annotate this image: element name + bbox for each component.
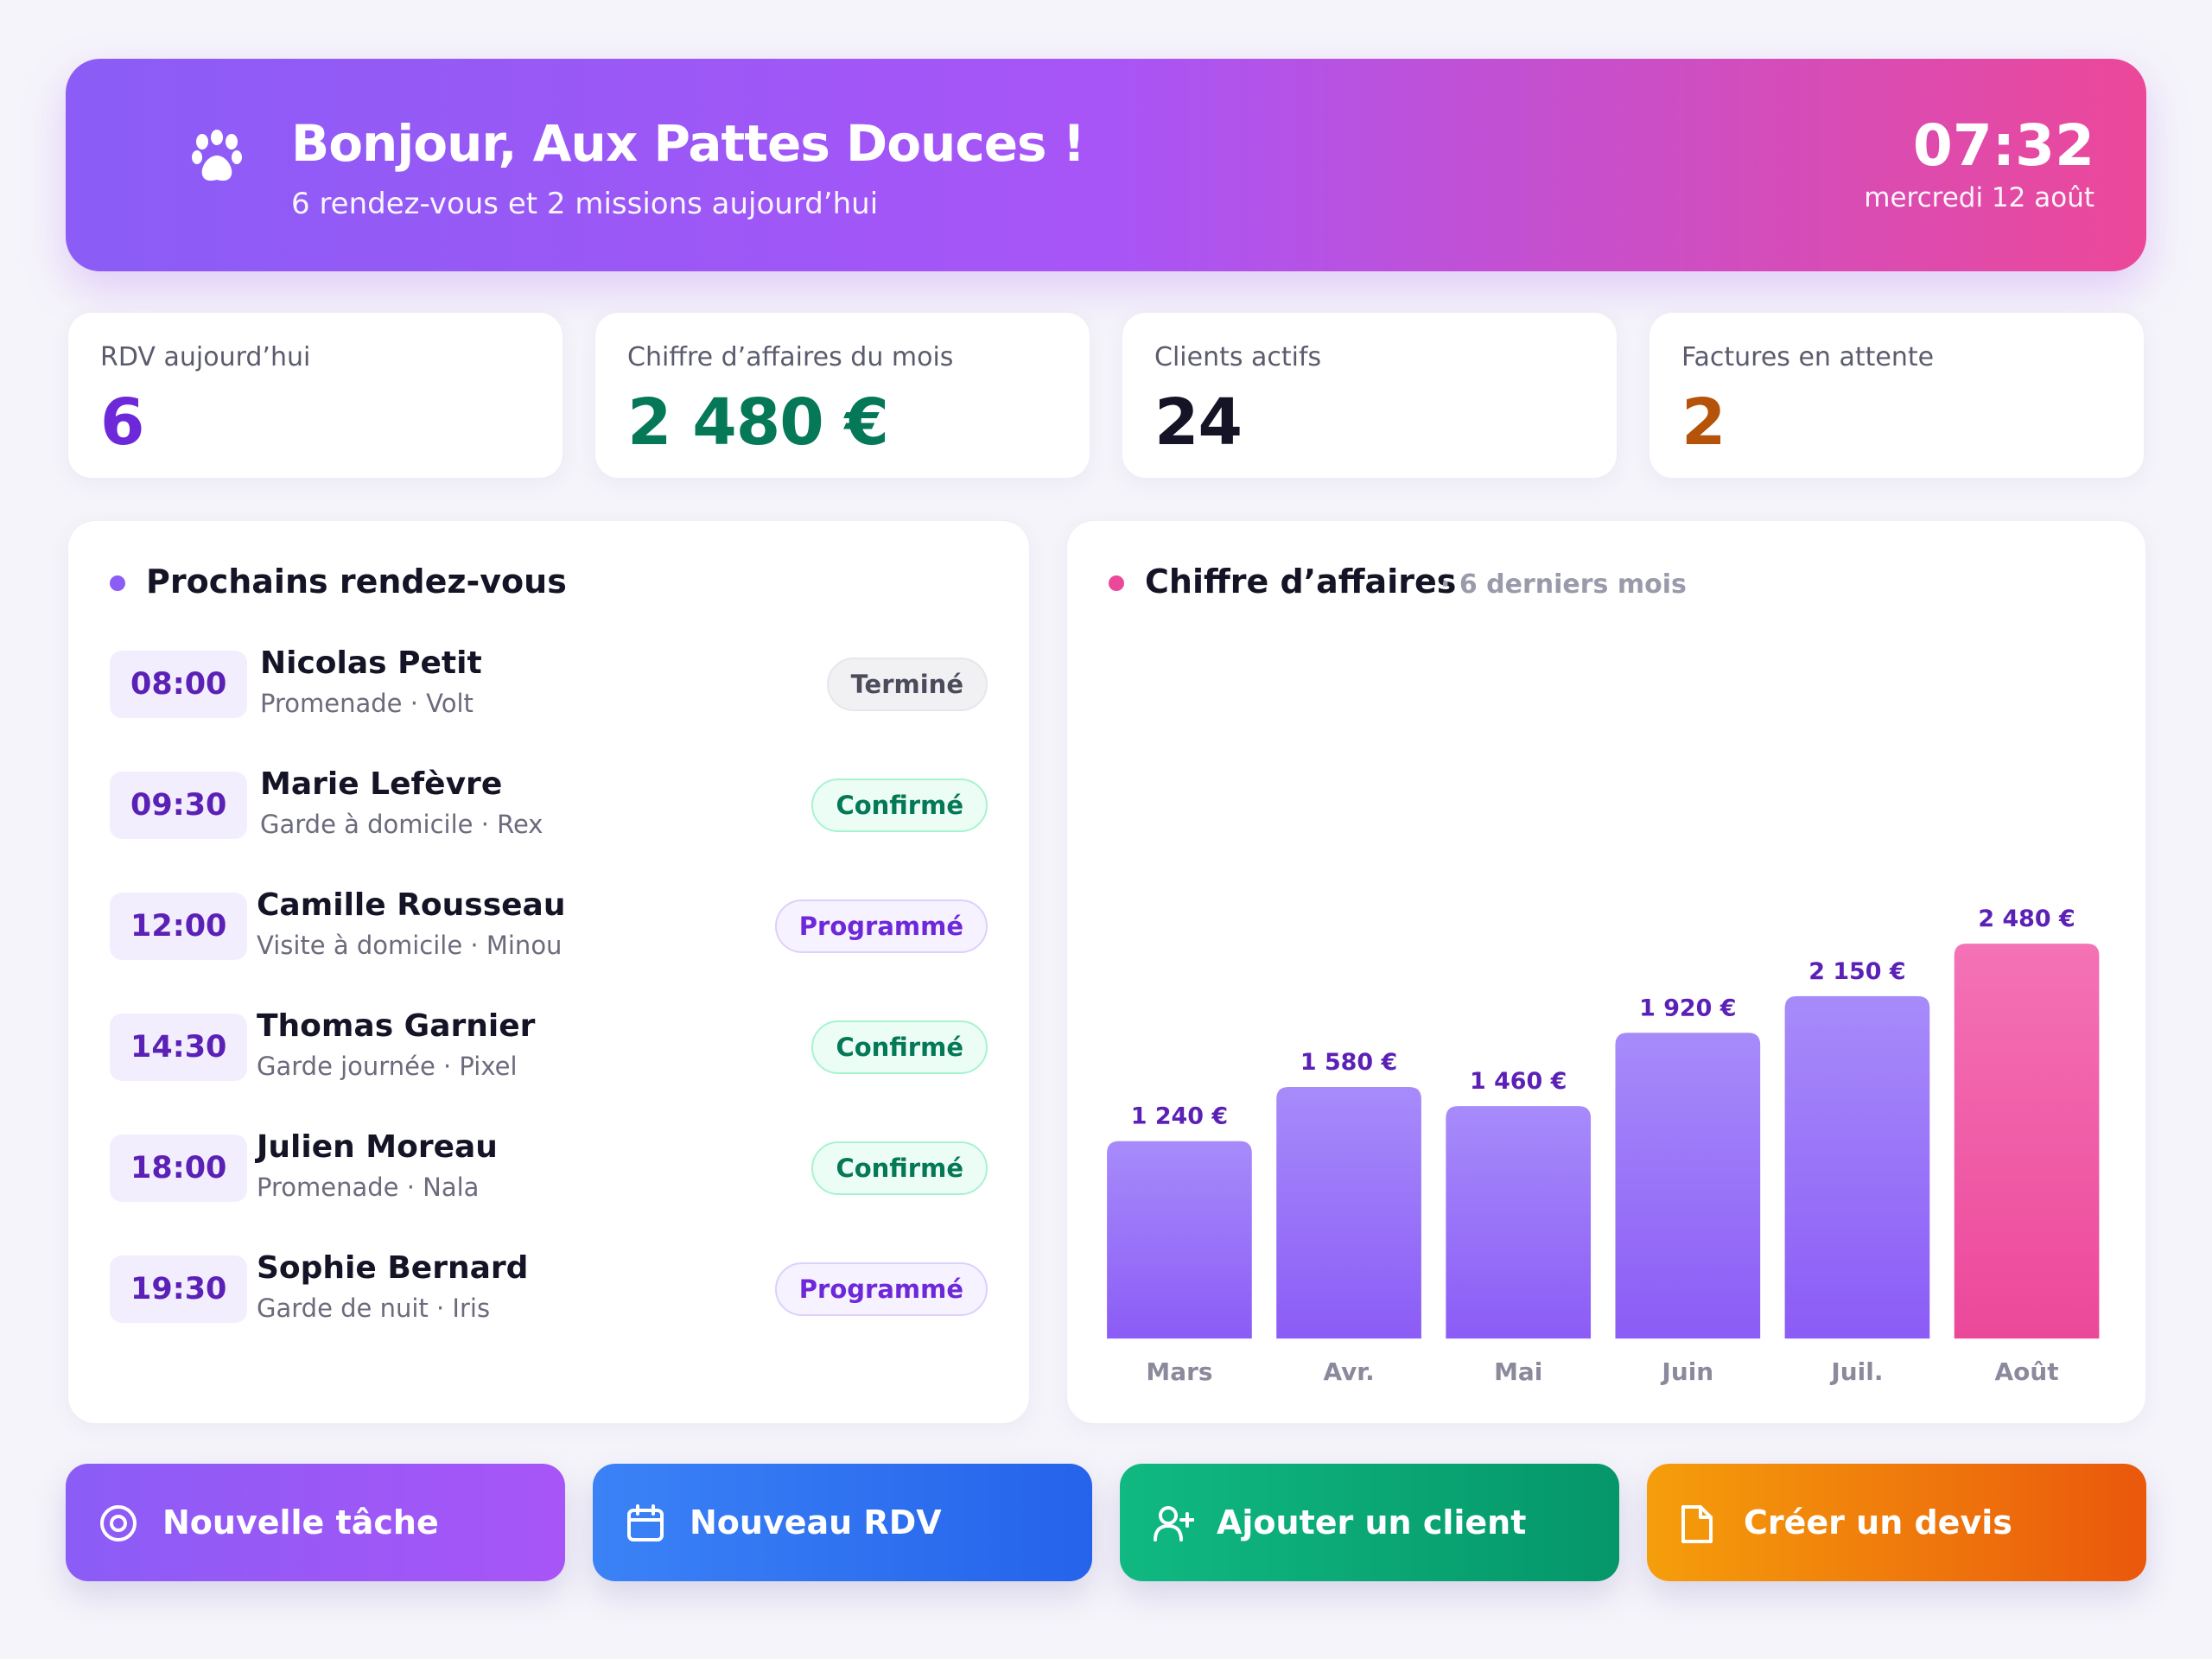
appointment-row[interactable]: 09:30 Marie Lefèvre Garde à domicile · R… [110,760,988,855]
bar-value-label: 1 240 € [1131,1103,1228,1130]
client-name: Nicolas Petit [260,645,482,681]
bar-Mai[interactable] [1446,1106,1592,1339]
revenue-panel: Chiffre d’affaires · 6 derniers mois 1 2… [1066,520,2146,1424]
kpi-label: Chiffre d’affaires du mois [627,342,954,372]
bar-Août[interactable] [1954,944,2100,1339]
status-badge: Confirmé [811,1020,988,1074]
new-appointment-button[interactable]: Nouveau RDV [593,1464,1092,1581]
appointments-title: Prochains rendez-vous [146,563,567,601]
client-name: Thomas Garnier [257,1008,536,1044]
bar-Juin[interactable] [1615,1033,1761,1339]
revenue-title: Chiffre d’affaires [1145,563,1457,601]
paw-icon [192,130,242,181]
bar-Avr.[interactable] [1276,1086,1421,1339]
bar-value-label: 1 460 € [1470,1068,1567,1095]
current-time: 07:32 [1912,112,2094,179]
new-appointment-label: Nouveau RDV [690,1503,942,1541]
calendar-icon [627,1504,664,1541]
appointment-time: 18:00 [110,1135,248,1202]
kpi-card-invoices[interactable]: Factures en attente 2 [1649,312,2145,479]
create-quote-button[interactable]: Créer un devis [1647,1464,2146,1581]
appointment-row[interactable]: 14:30 Thomas Garnier Garde journée · Pix… [110,1001,988,1096]
bar-Juil.[interactable] [1784,995,1930,1339]
appointment-row[interactable]: 18:00 Julien Moreau Promenade · Nala Con… [110,1122,988,1217]
kpi-card-revenue[interactable]: Chiffre d’affaires du mois 2 480 € [594,312,1090,479]
category-label: Juil. [1829,1357,1883,1386]
client-name: Marie Lefèvre [260,766,503,802]
category-label: Avr. [1323,1357,1374,1386]
category-label: Juin [1660,1357,1713,1386]
appointment-detail: Garde journée · Pixel [257,1052,518,1081]
greeting-title: Bonjour, Aux Pattes Douces ! [291,114,1085,173]
client-name: Camille Rousseau [257,887,566,923]
welcome-banner: Bonjour, Aux Pattes Douces ! 6 rendez-vo… [66,59,2146,271]
document-icon [1681,1505,1713,1543]
kpi-value: 24 [1154,385,1243,460]
revenue-subtitle: · 6 derniers mois [1440,569,1687,600]
category-label: Mai [1494,1357,1542,1386]
appointment-time: 09:30 [110,772,248,839]
status-badge: Confirmé [811,779,988,832]
target-icon [100,1505,137,1541]
create-quote-label: Créer un devis [1744,1503,2012,1541]
greeting-subtitle: 6 rendez-vous et 2 missions aujourd’hui [291,187,879,221]
appointment-detail: Promenade · Volt [260,689,474,718]
appointment-detail: Visite à domicile · Minou [257,931,563,960]
kpi-card-appointments[interactable]: RDV aujourd’hui 6 [67,312,563,479]
add-client-button[interactable]: Ajouter un client [1120,1464,1619,1581]
appointment-detail: Garde à domicile · Rex [260,810,543,839]
section-dot [1109,575,1124,591]
category-label: Août [1995,1357,2059,1386]
bar-value-label: 2 480 € [1978,906,2075,932]
status-badge: Terminé [826,658,988,711]
status-badge: Programmé [774,899,988,953]
appointment-row[interactable]: 19:30 Sophie Bernard Garde de nuit · Iri… [110,1243,988,1338]
bar-value-label: 2 150 € [1808,958,1905,985]
kpi-label: Clients actifs [1154,342,1322,372]
kpi-label: RDV aujourd’hui [100,342,311,372]
add-client-label: Ajouter un client [1217,1503,1527,1541]
appointment-detail: Garde de nuit · Iris [257,1294,491,1323]
category-label: Mars [1146,1357,1212,1386]
bar-value-label: 1 920 € [1639,995,1736,1021]
client-name: Sophie Bernard [257,1250,529,1286]
client-name: Julien Moreau [257,1129,498,1165]
bar-value-label: 1 580 € [1300,1049,1397,1076]
appointments-panel: Prochains rendez-vous 08:00 Nicolas Peti… [67,520,1030,1424]
kpi-card-clients[interactable]: Clients actifs 24 [1122,312,1618,479]
kpi-label: Factures en attente [1681,342,1935,372]
appointment-time: 08:00 [110,651,248,718]
appointment-time: 19:30 [110,1255,248,1323]
status-badge: Confirmé [811,1141,988,1195]
kpi-value: 2 480 € [627,385,889,460]
add-user-icon [1154,1506,1194,1541]
new-task-button[interactable]: Nouvelle tâche [66,1464,565,1581]
appointment-time: 14:30 [110,1014,248,1081]
appointment-time: 12:00 [110,893,248,960]
status-badge: Programmé [774,1262,988,1316]
revenue-bar-chart: 1 240 € Mars 1 580 € Avr. 1 460 € Mai 1 920 € J… [1107,906,2100,1386]
kpi-value: 6 [100,385,144,460]
kpi-value: 2 [1681,385,1726,460]
section-dot [110,575,125,591]
new-task-label: Nouvelle tâche [162,1503,439,1541]
current-date: mercredi 12 août [1864,182,2094,213]
appointment-row[interactable]: 12:00 Camille Rousseau Visite à domicile… [110,880,988,976]
appointment-row[interactable]: 08:00 Nicolas Petit Promenade · Volt Ter… [110,639,988,734]
bar-Mars[interactable] [1107,1141,1252,1339]
appointment-detail: Promenade · Nala [257,1173,480,1202]
